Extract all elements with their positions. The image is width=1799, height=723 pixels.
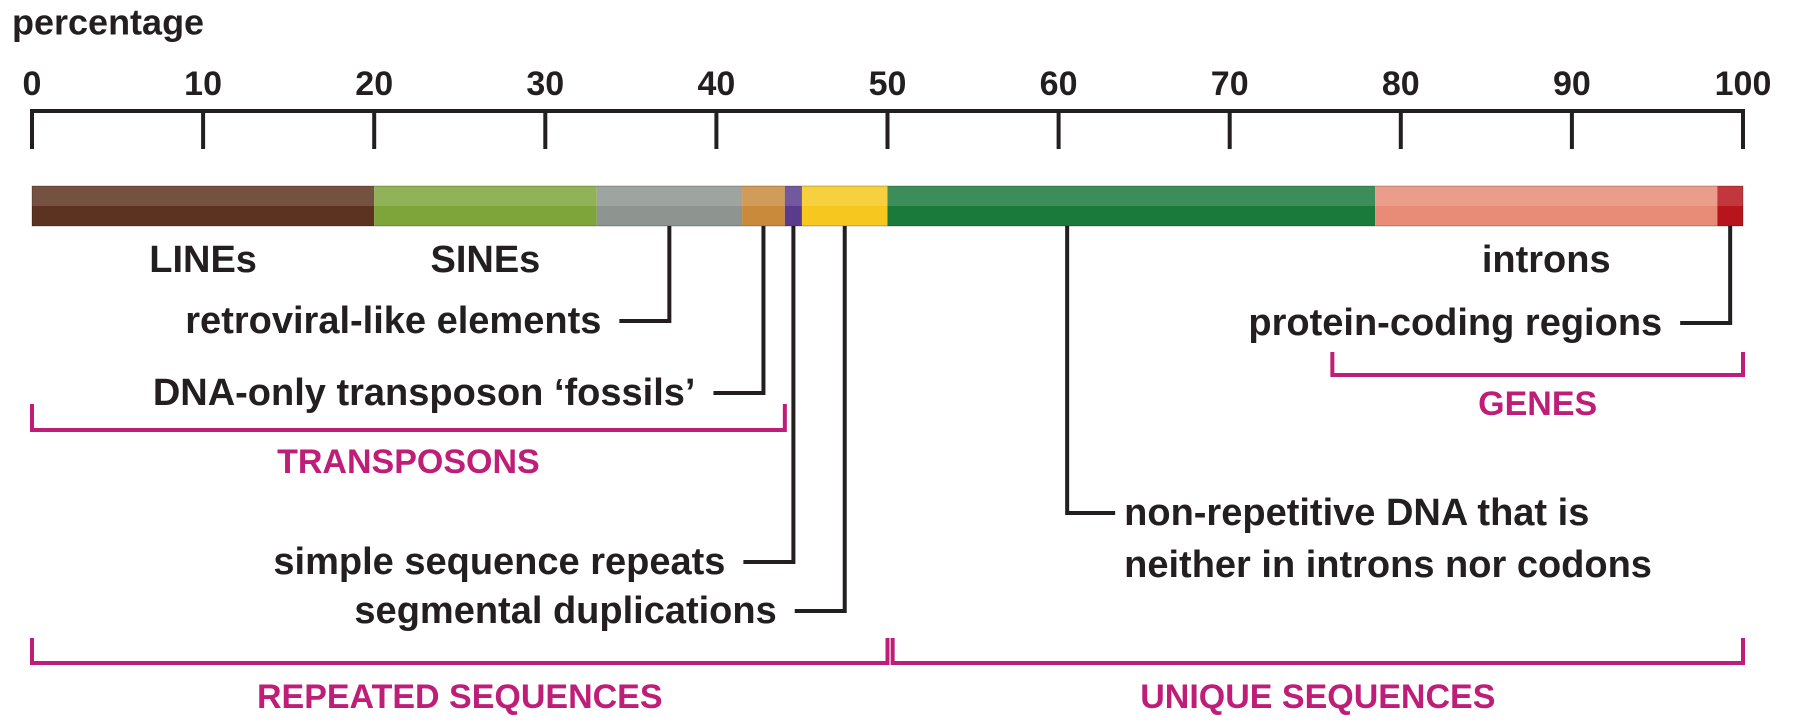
leader-line <box>1680 226 1733 325</box>
bar-segment <box>1375 186 1718 226</box>
bar-highlight <box>784 186 802 206</box>
bracket <box>890 638 1745 665</box>
x-tick-label: 80 <box>1382 65 1420 103</box>
x-tick-label: 20 <box>355 65 393 103</box>
bar-segment <box>596 186 743 226</box>
segment-label: introns <box>1481 239 1611 281</box>
bar-highlight <box>742 186 785 206</box>
bracket <box>1330 352 1745 377</box>
x-tick-label: 50 <box>869 65 907 103</box>
x-tick-label: 30 <box>526 65 564 103</box>
bar-outline <box>31 185 1744 227</box>
bar-segment <box>784 186 802 226</box>
bar-segment <box>801 186 888 226</box>
x-tick-label: 100 <box>1715 65 1772 103</box>
bracket <box>30 404 787 432</box>
segment-label: retroviral-like elements <box>185 300 602 342</box>
bar-highlight <box>887 186 1376 206</box>
leader-line <box>743 226 796 564</box>
bar-segment <box>32 186 375 226</box>
segment-label: protein-coding regions <box>1248 302 1663 344</box>
segment-label: non-repetitive DNA that is neither in in… <box>1124 492 1652 586</box>
bar-segment <box>742 186 785 226</box>
leader-line <box>713 226 766 395</box>
bar-highlight <box>1375 186 1718 206</box>
bar-segment <box>1717 186 1743 226</box>
x-tick-label: 10 <box>184 65 222 103</box>
bar-segment <box>887 186 1376 226</box>
bar-highlight <box>596 186 743 206</box>
segment-label: SINEs <box>430 239 541 281</box>
segment-label: LINEs <box>149 239 257 281</box>
x-tick-label: 90 <box>1553 65 1591 103</box>
bracket <box>30 638 890 665</box>
x-tick-label: 60 <box>1040 65 1078 103</box>
leader-line <box>1065 226 1116 515</box>
x-tick-label: 40 <box>697 65 735 103</box>
bar-highlight <box>374 186 597 206</box>
x-tick-label: 70 <box>1211 65 1249 103</box>
chart-title: percentage <box>12 2 204 43</box>
leader-line <box>794 226 847 613</box>
segment-label: DNA-only transposon ‘fossils’ <box>152 372 696 414</box>
bar-highlight <box>1717 186 1743 206</box>
segment-label: simple sequence repeats <box>273 541 726 583</box>
leader-line <box>619 226 672 323</box>
bracket-label: REPEATED SEQUENCES <box>256 678 663 716</box>
bracket-label: UNIQUE SEQUENCES <box>1140 678 1496 716</box>
bracket-label: TRANSPOSONS <box>277 443 540 481</box>
bracket-label: GENES <box>1478 385 1598 423</box>
segment-label: segmental duplications <box>354 590 777 632</box>
bar-highlight <box>32 186 375 206</box>
x-tick-label: 0 <box>23 65 42 103</box>
bar-highlight <box>801 186 888 206</box>
bar-segment <box>374 186 597 226</box>
